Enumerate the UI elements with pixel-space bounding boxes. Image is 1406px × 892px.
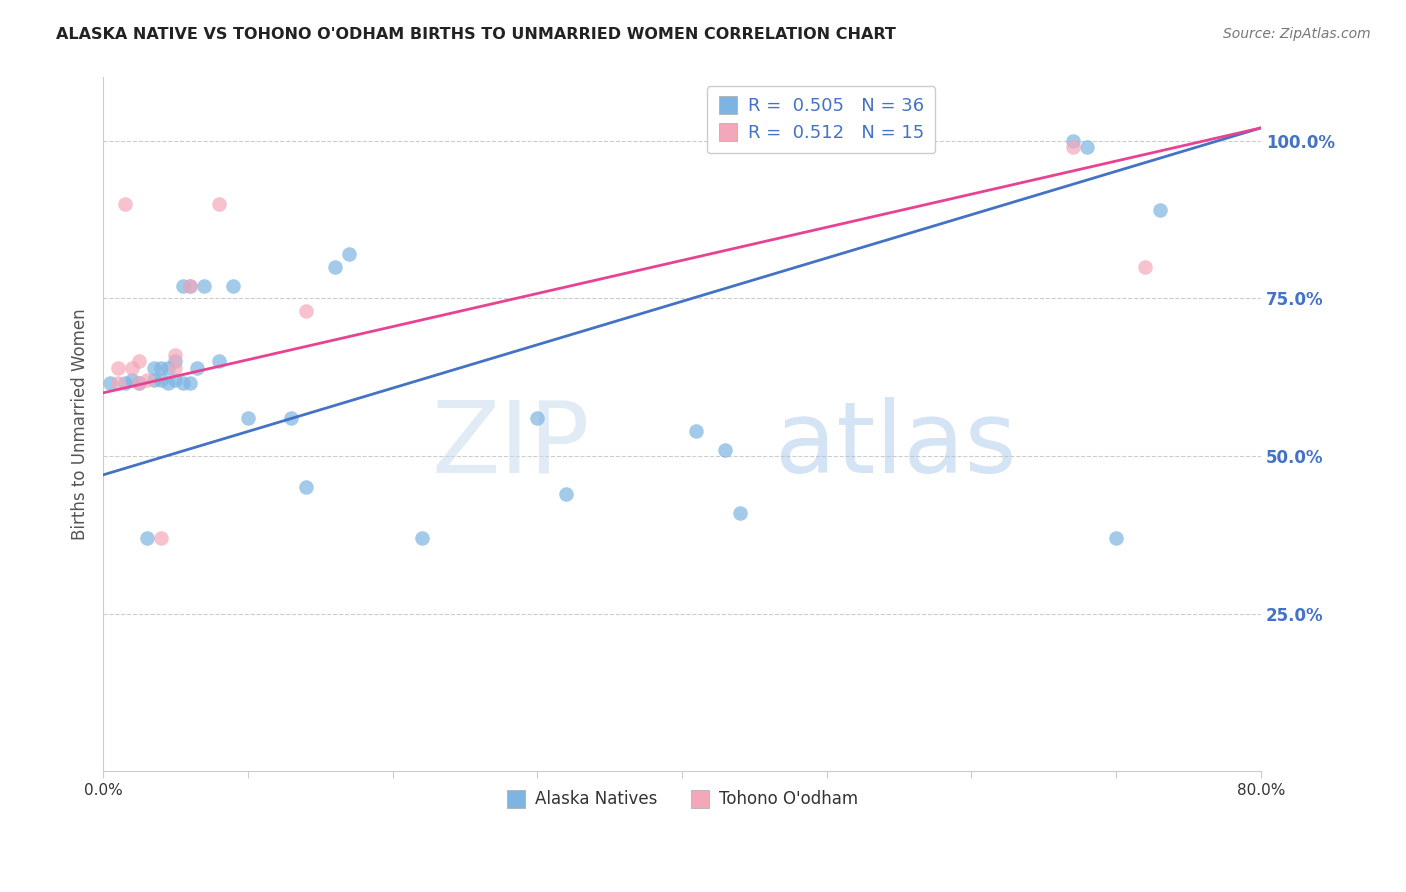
- Point: [135, 531, 157, 545]
- Point: [1076, 140, 1098, 154]
- Point: [411, 531, 433, 545]
- Legend: Alaska Natives, Tohono O'odham: Alaska Natives, Tohono O'odham: [499, 784, 865, 815]
- Point: [186, 360, 208, 375]
- Text: atlas: atlas: [775, 397, 1017, 494]
- Point: [685, 424, 707, 438]
- Point: [135, 373, 157, 387]
- Point: [555, 487, 578, 501]
- Point: [165, 348, 187, 362]
- Point: [121, 373, 143, 387]
- Point: [114, 196, 136, 211]
- Y-axis label: Births to Unmarried Women: Births to Unmarried Women: [72, 309, 89, 541]
- Point: [128, 354, 150, 368]
- Point: [294, 303, 316, 318]
- Point: [165, 360, 187, 375]
- Point: [98, 376, 121, 391]
- Point: [128, 376, 150, 391]
- Point: [157, 376, 180, 391]
- Point: [107, 360, 129, 375]
- Point: [280, 411, 302, 425]
- Point: [107, 376, 129, 391]
- Point: [121, 360, 143, 375]
- Point: [208, 196, 231, 211]
- Point: [728, 506, 751, 520]
- Point: [337, 247, 360, 261]
- Point: [150, 531, 173, 545]
- Point: [150, 360, 173, 375]
- Point: [1105, 531, 1128, 545]
- Point: [179, 278, 201, 293]
- Point: [323, 260, 346, 274]
- Point: [179, 376, 201, 391]
- Point: [193, 278, 215, 293]
- Point: [179, 278, 201, 293]
- Point: [165, 373, 187, 387]
- Point: [142, 360, 165, 375]
- Point: [526, 411, 548, 425]
- Point: [236, 411, 259, 425]
- Point: [1149, 202, 1171, 217]
- Point: [222, 278, 245, 293]
- Point: [208, 354, 231, 368]
- Point: [1133, 260, 1156, 274]
- Point: [142, 373, 165, 387]
- Text: Source: ZipAtlas.com: Source: ZipAtlas.com: [1223, 27, 1371, 41]
- Point: [1062, 140, 1084, 154]
- Point: [294, 481, 316, 495]
- Point: [165, 354, 187, 368]
- Point: [1062, 134, 1084, 148]
- Text: ALASKA NATIVE VS TOHONO O'ODHAM BIRTHS TO UNMARRIED WOMEN CORRELATION CHART: ALASKA NATIVE VS TOHONO O'ODHAM BIRTHS T…: [56, 27, 896, 42]
- Point: [172, 278, 194, 293]
- Point: [150, 373, 173, 387]
- Point: [172, 376, 194, 391]
- Point: [114, 376, 136, 391]
- Point: [128, 376, 150, 391]
- Point: [157, 360, 180, 375]
- Text: ZIP: ZIP: [432, 397, 589, 494]
- Point: [714, 442, 737, 457]
